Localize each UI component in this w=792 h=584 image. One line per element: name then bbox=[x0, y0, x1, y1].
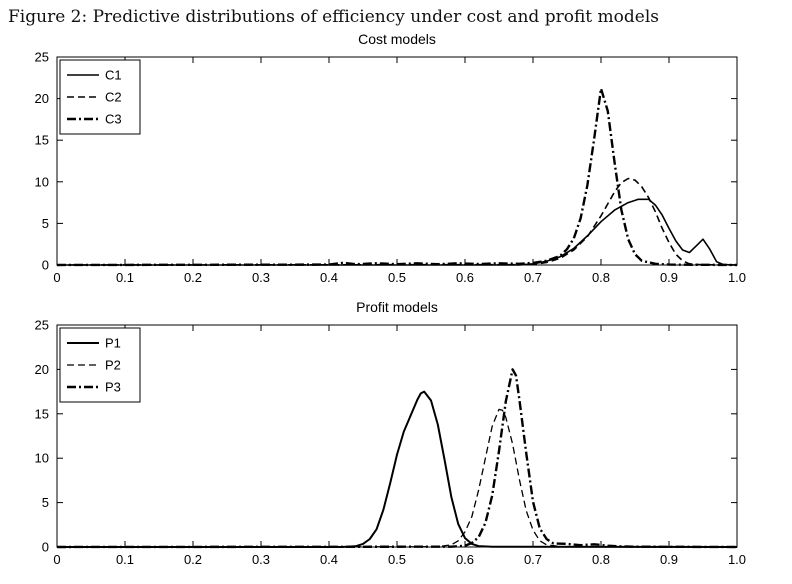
x-tick-label: 0.5 bbox=[388, 552, 406, 567]
y-tick-label: 25 bbox=[35, 50, 49, 65]
y-tick-label: 20 bbox=[35, 91, 49, 106]
legend-label-P3: P3 bbox=[105, 380, 121, 395]
x-tick-label: 0.3 bbox=[252, 270, 270, 285]
x-tick-label: 0.7 bbox=[524, 270, 542, 285]
cost-models-chart: Cost models 0 0.1 0.2 0.3 0.4 0.5 0.6 0.7 0.8 0.9… bbox=[0, 29, 792, 297]
y-tick-label: 20 bbox=[35, 362, 49, 377]
legend-label-P2: P2 bbox=[105, 358, 121, 373]
chart-title-profit: Profit models bbox=[356, 299, 438, 315]
x-tick-label: 0 bbox=[53, 270, 60, 285]
chart-title-cost: Cost models bbox=[358, 31, 436, 47]
x-tick-label: 0.4 bbox=[320, 270, 338, 285]
y-tick-label: 10 bbox=[35, 174, 49, 189]
x-tick-label: 0.6 bbox=[456, 552, 474, 567]
x-tick-label: 0.2 bbox=[184, 270, 202, 285]
x-tick-label: 0.9 bbox=[660, 552, 678, 567]
series-C3 bbox=[56, 87, 738, 267]
x-tick-label: 0.1 bbox=[116, 270, 134, 285]
legend-label-C2: C2 bbox=[105, 90, 122, 105]
x-tick-label: 0.7 bbox=[524, 552, 542, 567]
legend-label-C1: C1 bbox=[105, 68, 122, 83]
y-tick-label: 15 bbox=[35, 133, 49, 148]
x-tick-label: 0.8 bbox=[592, 552, 610, 567]
series-C2 bbox=[56, 177, 738, 266]
profit-models-chart: Profit models 0 0.1 0.2 0.3 0.4 0.5 0.6 0.7 0.8 0… bbox=[0, 297, 792, 579]
series-P1 bbox=[57, 390, 738, 548]
y-tick-label: 15 bbox=[35, 406, 49, 421]
x-tick-label: 0.3 bbox=[252, 552, 270, 567]
x-tick-label: 0.4 bbox=[320, 552, 338, 567]
y-tick-label: 25 bbox=[35, 318, 49, 333]
plot-box bbox=[56, 324, 738, 548]
x-tick-label: 0.8 bbox=[592, 270, 610, 285]
y-tick-label: 10 bbox=[35, 451, 49, 466]
series-P2 bbox=[56, 408, 738, 548]
y-tick-label: 0 bbox=[42, 258, 49, 273]
x-tick-label: 0 bbox=[53, 552, 60, 567]
legend-label-C3: C3 bbox=[105, 112, 122, 127]
cost-models-plot: 0 0.1 0.2 0.3 0.4 0.5 0.6 0.7 0.8 0.9 1.0 0 5 10 15 20 2… bbox=[35, 50, 747, 286]
series-P3 bbox=[56, 368, 738, 549]
legend-label-P1: P1 bbox=[105, 336, 121, 351]
series-C1 bbox=[57, 198, 738, 266]
y-tick-label: 0 bbox=[42, 540, 49, 555]
plot-box bbox=[56, 56, 738, 266]
figure-caption: Figure 2: Predictive distributions of ef… bbox=[8, 7, 659, 27]
x-tick-label: 0.1 bbox=[116, 552, 134, 567]
y-tick-label: 5 bbox=[42, 495, 49, 510]
x-tick-label: 0.9 bbox=[660, 270, 678, 285]
x-tick-label: 0.5 bbox=[388, 270, 406, 285]
x-tick-label: 1.0 bbox=[728, 552, 746, 567]
x-tick-label: 0.6 bbox=[456, 270, 474, 285]
x-tick-label: 1.0 bbox=[728, 270, 746, 285]
x-tick-label: 0.2 bbox=[184, 552, 202, 567]
y-tick-label: 5 bbox=[42, 216, 49, 231]
profit-models-plot: 0 0.1 0.2 0.3 0.4 0.5 0.6 0.7 0.8 0.9 1.0 0 5 10 15 20 2… bbox=[35, 318, 747, 568]
